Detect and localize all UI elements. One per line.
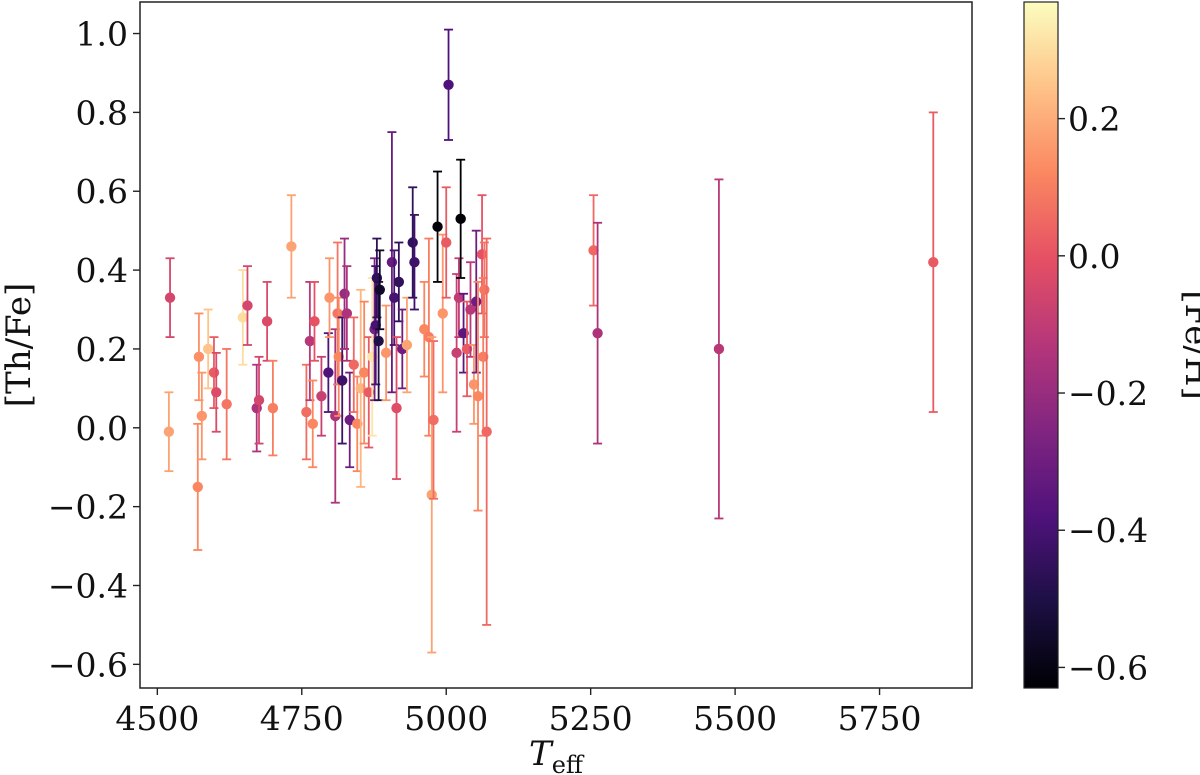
x-tick-label: 5250 <box>549 699 633 738</box>
data-point <box>286 241 297 252</box>
data-point <box>432 221 443 232</box>
data-point <box>242 300 253 311</box>
x-tick-label: 5500 <box>693 699 777 738</box>
x-tick-label: 5750 <box>838 699 922 738</box>
y-tick-label: 0.2 <box>76 330 128 369</box>
data-point <box>380 347 392 359</box>
y-axis: −0.6 −0.4 −0.2 0.0 0.2 0.4 0.6 0.8 1.0 <box>48 15 140 684</box>
data-point <box>481 426 492 437</box>
colorbar <box>1023 1 1059 689</box>
data-point <box>301 406 312 418</box>
data-point <box>479 284 490 296</box>
data-point <box>164 292 176 303</box>
data-point <box>202 343 214 355</box>
y-tick-label: 0.4 <box>76 251 128 290</box>
data-point <box>316 391 327 402</box>
data-point <box>389 292 400 303</box>
data-point <box>211 387 222 398</box>
y-tick-label: 0.0 <box>76 409 128 448</box>
colorbar-tick-label: −0.2 <box>1068 374 1148 413</box>
data-point <box>453 292 465 303</box>
y-tick-label: 1.0 <box>76 15 128 54</box>
colorbar-tick-label: −0.6 <box>1068 648 1148 687</box>
data-point <box>374 284 385 296</box>
data-point <box>393 276 405 288</box>
data-point <box>348 359 359 370</box>
colorbar-tick-label: 0.0 <box>1068 237 1120 276</box>
colorbar-tick-label: 0.2 <box>1068 100 1120 139</box>
y-tick-label: 0.8 <box>76 93 128 132</box>
data-point <box>267 402 279 414</box>
data-point <box>451 347 462 359</box>
data-point <box>208 367 220 378</box>
data-point <box>465 304 476 315</box>
data-point <box>407 237 418 248</box>
data-point <box>304 335 316 347</box>
y-tick-label: −0.6 <box>48 645 128 684</box>
data-point <box>221 398 232 410</box>
data-point <box>472 391 484 402</box>
data-point <box>928 257 939 268</box>
data-point <box>437 308 448 319</box>
data-point <box>401 339 413 351</box>
data-point <box>261 316 273 327</box>
y-tick-label: −0.4 <box>48 566 128 605</box>
data-point <box>386 257 398 268</box>
y-tick-label: −0.2 <box>48 488 128 527</box>
data-point <box>455 213 466 225</box>
data-point <box>196 410 208 422</box>
data-point <box>476 249 488 260</box>
data-point <box>193 351 205 363</box>
colorbar-axis: −0.6 −0.4 −0.2 0.0 0.2 <box>1058 100 1148 687</box>
x-axis: 4500 4750 5000 5250 5500 5750 <box>115 688 922 738</box>
data-point <box>471 296 482 307</box>
data-point <box>373 335 384 347</box>
plot-frame <box>139 1 973 689</box>
data-point <box>337 375 348 386</box>
data-point <box>592 327 603 339</box>
y-tick-label: 0.6 <box>76 172 128 211</box>
data-point <box>253 394 265 406</box>
data-point <box>713 343 725 355</box>
data-point <box>237 312 249 323</box>
data-point <box>588 245 599 256</box>
data-point <box>341 308 353 319</box>
data-point <box>443 79 454 90</box>
data-point <box>192 481 203 493</box>
data-point <box>468 379 480 390</box>
data-point <box>441 237 452 248</box>
x-tick-label: 5000 <box>404 699 488 738</box>
data-point <box>307 418 318 430</box>
colorbar-label: [Fe/H] <box>1177 290 1200 400</box>
data-point <box>323 367 334 378</box>
x-axis-label: Teff <box>529 734 585 775</box>
plot-area <box>163 28 939 654</box>
data-point <box>428 414 439 426</box>
x-axis-label-subscript: eff <box>552 751 585 775</box>
x-tick-label: 4750 <box>260 699 344 738</box>
y-axis-label: [Th/Fe] <box>0 283 39 407</box>
x-tick-label: 4500 <box>115 699 199 738</box>
data-point <box>309 316 320 327</box>
colorbar-tick-label: −0.4 <box>1068 511 1148 550</box>
data-point <box>358 367 370 378</box>
data-point <box>339 288 350 299</box>
data-point <box>409 257 420 268</box>
data-point <box>332 308 343 319</box>
data-point <box>419 324 430 335</box>
data-point <box>391 402 402 414</box>
data-point <box>324 292 335 303</box>
data-point <box>163 426 175 437</box>
